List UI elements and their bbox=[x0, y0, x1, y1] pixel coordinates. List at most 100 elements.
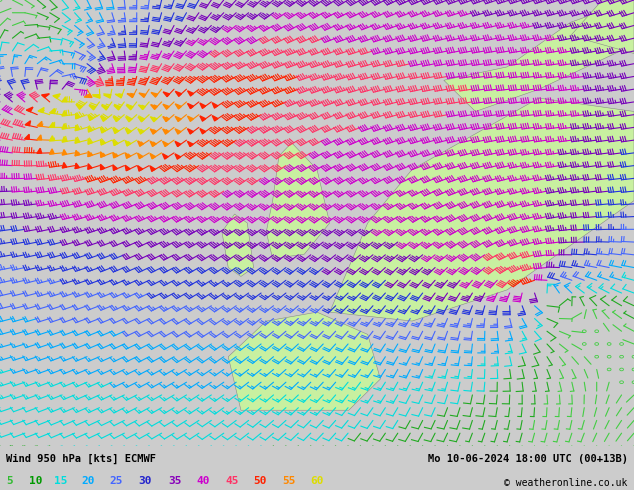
Polygon shape bbox=[100, 116, 107, 121]
Polygon shape bbox=[212, 103, 218, 108]
Polygon shape bbox=[228, 312, 380, 410]
Polygon shape bbox=[115, 94, 122, 98]
Polygon shape bbox=[49, 136, 54, 141]
Polygon shape bbox=[188, 91, 193, 96]
Text: 35: 35 bbox=[168, 476, 181, 487]
Polygon shape bbox=[266, 143, 330, 259]
Polygon shape bbox=[49, 122, 54, 127]
Polygon shape bbox=[62, 97, 67, 102]
Text: 60: 60 bbox=[311, 476, 324, 487]
Polygon shape bbox=[150, 141, 156, 147]
Text: 20: 20 bbox=[81, 476, 94, 487]
Polygon shape bbox=[125, 153, 130, 158]
Polygon shape bbox=[175, 116, 181, 122]
Text: Mo 10-06-2024 18:00 UTC (00+13B): Mo 10-06-2024 18:00 UTC (00+13B) bbox=[428, 454, 628, 464]
Polygon shape bbox=[138, 141, 143, 146]
Polygon shape bbox=[150, 117, 157, 122]
Text: 45: 45 bbox=[225, 476, 238, 487]
Polygon shape bbox=[75, 113, 80, 119]
Text: 55: 55 bbox=[282, 476, 295, 487]
Polygon shape bbox=[175, 129, 181, 134]
Polygon shape bbox=[125, 165, 130, 171]
Polygon shape bbox=[49, 109, 55, 114]
Polygon shape bbox=[175, 141, 181, 147]
Polygon shape bbox=[25, 121, 30, 126]
Polygon shape bbox=[53, 94, 60, 98]
Polygon shape bbox=[150, 153, 155, 159]
Polygon shape bbox=[62, 111, 67, 116]
Polygon shape bbox=[27, 107, 33, 112]
Polygon shape bbox=[163, 129, 169, 134]
Polygon shape bbox=[62, 123, 67, 129]
Polygon shape bbox=[89, 105, 96, 110]
Polygon shape bbox=[75, 163, 79, 169]
Polygon shape bbox=[49, 149, 54, 154]
Polygon shape bbox=[163, 117, 169, 122]
Polygon shape bbox=[88, 151, 92, 157]
Polygon shape bbox=[162, 141, 168, 147]
Polygon shape bbox=[113, 140, 118, 146]
Text: 50: 50 bbox=[254, 476, 267, 487]
Polygon shape bbox=[62, 149, 67, 155]
Text: 30: 30 bbox=[138, 476, 152, 487]
Polygon shape bbox=[76, 104, 82, 109]
Polygon shape bbox=[62, 163, 67, 168]
Polygon shape bbox=[138, 166, 143, 171]
Polygon shape bbox=[100, 152, 105, 157]
Polygon shape bbox=[37, 122, 42, 126]
Polygon shape bbox=[188, 116, 193, 121]
Polygon shape bbox=[163, 104, 169, 109]
Polygon shape bbox=[200, 116, 205, 121]
Polygon shape bbox=[37, 148, 42, 153]
Polygon shape bbox=[125, 141, 131, 146]
Polygon shape bbox=[113, 117, 119, 122]
Polygon shape bbox=[75, 138, 79, 143]
Polygon shape bbox=[188, 141, 193, 147]
Polygon shape bbox=[93, 95, 100, 98]
Polygon shape bbox=[88, 139, 92, 144]
Polygon shape bbox=[150, 129, 156, 134]
Polygon shape bbox=[162, 154, 168, 159]
Polygon shape bbox=[88, 115, 93, 121]
Text: 10: 10 bbox=[29, 476, 42, 487]
Polygon shape bbox=[75, 125, 79, 131]
Polygon shape bbox=[42, 94, 49, 98]
Polygon shape bbox=[62, 137, 67, 142]
Polygon shape bbox=[126, 105, 133, 110]
Polygon shape bbox=[138, 129, 144, 134]
Text: 40: 40 bbox=[197, 476, 210, 487]
Text: © weatheronline.co.uk: © weatheronline.co.uk bbox=[504, 478, 628, 488]
Polygon shape bbox=[212, 116, 218, 121]
Polygon shape bbox=[127, 94, 134, 98]
Polygon shape bbox=[88, 126, 93, 132]
Polygon shape bbox=[100, 140, 105, 145]
Polygon shape bbox=[175, 91, 181, 96]
Polygon shape bbox=[200, 128, 205, 134]
Polygon shape bbox=[188, 129, 193, 134]
Polygon shape bbox=[444, 0, 634, 112]
Polygon shape bbox=[37, 135, 42, 140]
Polygon shape bbox=[113, 128, 119, 133]
Polygon shape bbox=[571, 0, 634, 53]
Polygon shape bbox=[150, 166, 155, 171]
Polygon shape bbox=[126, 128, 131, 134]
Text: 25: 25 bbox=[109, 476, 122, 487]
Polygon shape bbox=[100, 127, 105, 133]
Polygon shape bbox=[163, 92, 169, 97]
Polygon shape bbox=[101, 105, 108, 110]
Text: 15: 15 bbox=[54, 476, 67, 487]
Polygon shape bbox=[75, 150, 79, 156]
Polygon shape bbox=[126, 117, 132, 122]
Polygon shape bbox=[151, 104, 157, 109]
Polygon shape bbox=[138, 105, 145, 110]
Polygon shape bbox=[88, 164, 92, 169]
Text: Wind 950 hPa [kts] ECMWF: Wind 950 hPa [kts] ECMWF bbox=[6, 454, 157, 464]
Polygon shape bbox=[38, 107, 44, 112]
Text: 5: 5 bbox=[6, 476, 13, 487]
Polygon shape bbox=[188, 103, 193, 109]
Polygon shape bbox=[222, 214, 254, 276]
Polygon shape bbox=[84, 95, 92, 98]
Polygon shape bbox=[25, 134, 29, 139]
Polygon shape bbox=[113, 165, 117, 170]
Polygon shape bbox=[330, 98, 634, 321]
